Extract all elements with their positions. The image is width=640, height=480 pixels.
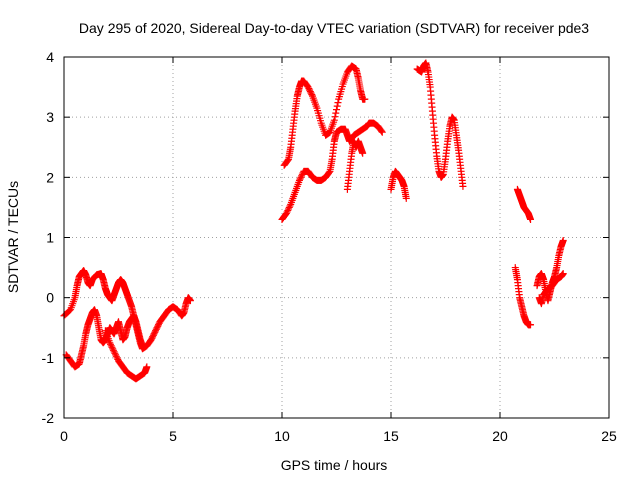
data-point <box>284 156 292 164</box>
series-arc-d <box>278 119 386 223</box>
y-tick-label: -2 <box>42 410 55 426</box>
data-point <box>107 340 115 348</box>
data-point <box>330 116 338 124</box>
data-point <box>112 352 120 360</box>
data-point <box>359 149 367 157</box>
data-point <box>325 168 333 176</box>
data-point <box>109 346 117 354</box>
series-arc-l <box>535 270 567 308</box>
data-point <box>296 175 304 183</box>
tick-layer: 0 5 10 15 20 25 -2 -1 0 1 2 3 4 <box>42 49 617 444</box>
data-point <box>559 270 567 278</box>
data-point <box>113 354 121 362</box>
data-point <box>331 113 339 121</box>
data-point <box>153 324 161 332</box>
data-point <box>152 327 160 335</box>
data-layer <box>60 59 567 383</box>
x-axis-label: GPS time / hours <box>281 457 388 473</box>
data-point <box>298 172 306 180</box>
data-point <box>106 339 114 347</box>
data-point <box>378 127 386 135</box>
series-arc-b <box>62 306 146 371</box>
data-point <box>148 334 156 342</box>
data-point <box>286 202 294 210</box>
data-point <box>402 194 410 202</box>
data-point <box>107 342 115 350</box>
data-point <box>459 182 467 190</box>
data-point <box>334 99 342 107</box>
x-tick-label: 15 <box>383 428 399 444</box>
data-point <box>154 322 162 330</box>
data-point <box>152 325 160 333</box>
y-axis-label: SDTVAR / TECUs <box>5 181 21 293</box>
data-point <box>149 333 157 341</box>
data-point <box>149 331 157 339</box>
series-arc-g <box>387 167 410 202</box>
data-point <box>559 237 567 245</box>
chart-title: Day 295 of 2020, Sidereal Day-to-day VTE… <box>79 20 589 36</box>
data-point <box>154 321 162 329</box>
series-arc-i <box>513 185 535 223</box>
series-arc-j <box>511 264 535 329</box>
x-tick-label: 0 <box>60 428 68 444</box>
series-arc-h <box>413 59 467 190</box>
data-point <box>307 89 315 97</box>
y-tick-label: 2 <box>46 169 54 185</box>
data-point <box>108 343 116 351</box>
data-point <box>284 206 292 214</box>
x-tick-label: 10 <box>274 428 290 444</box>
series-arc-f <box>343 137 367 193</box>
data-point <box>332 109 340 117</box>
data-point <box>143 363 151 371</box>
x-tick-label: 25 <box>601 428 617 444</box>
y-tick-label: 1 <box>46 230 54 246</box>
series-arc-c <box>101 327 151 383</box>
data-point <box>361 95 369 103</box>
data-point <box>297 173 305 181</box>
data-point <box>305 85 313 93</box>
data-point <box>186 297 194 305</box>
data-point <box>304 83 312 91</box>
data-point <box>285 203 293 211</box>
data-point <box>333 106 340 114</box>
data-point <box>285 205 293 213</box>
y-tick-label: 3 <box>46 109 54 125</box>
data-point <box>147 336 155 344</box>
data-point <box>333 102 341 110</box>
data-point <box>151 328 159 336</box>
data-point <box>378 128 386 136</box>
y-tick-label: 4 <box>46 49 54 65</box>
data-point <box>150 330 158 338</box>
y-tick-label: -1 <box>42 350 55 366</box>
data-point <box>112 351 120 359</box>
x-tick-label: 5 <box>169 428 177 444</box>
series-arc-k <box>533 237 567 305</box>
data-point <box>295 176 303 184</box>
data-point <box>282 209 290 217</box>
data-point <box>111 349 119 357</box>
data-point <box>527 321 535 329</box>
data-point <box>109 345 117 353</box>
y-tick-label: 0 <box>46 290 54 306</box>
x-tick-label: 20 <box>492 428 508 444</box>
data-point <box>138 342 146 350</box>
data-point <box>306 86 314 94</box>
data-point <box>308 91 316 99</box>
data-point <box>306 88 314 96</box>
series-arc-a <box>60 267 194 353</box>
data-point <box>283 208 291 216</box>
data-point <box>527 215 535 223</box>
data-point <box>110 348 118 356</box>
series-arc-e <box>280 62 369 169</box>
